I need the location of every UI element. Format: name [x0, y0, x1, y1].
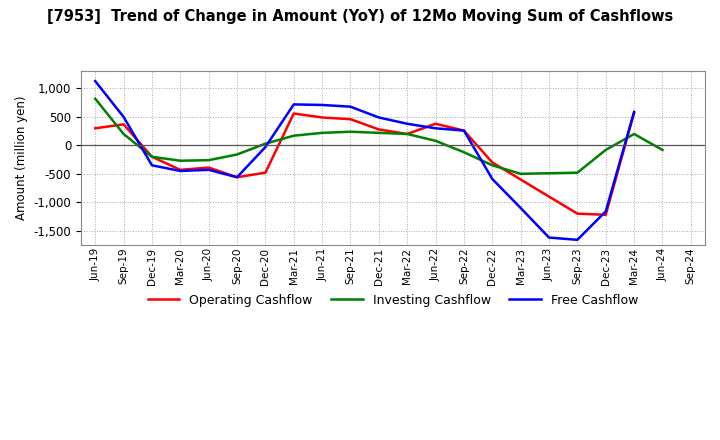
Line: Operating Cashflow: Operating Cashflow — [95, 113, 634, 215]
Free Cashflow — [488, 176, 497, 182]
Free Cashflow — [120, 114, 128, 120]
Free Cashflow — [346, 104, 355, 109]
Free Cashflow — [516, 205, 525, 211]
Free Cashflow — [148, 163, 156, 168]
Free Cashflow — [318, 103, 326, 108]
Free Cashflow — [261, 144, 270, 150]
Free Cashflow — [233, 175, 241, 180]
Text: [7953]  Trend of Change in Amount (YoY) of 12Mo Moving Sum of Cashflows: [7953] Trend of Change in Amount (YoY) o… — [47, 9, 673, 24]
Y-axis label: Amount (million yen): Amount (million yen) — [15, 96, 28, 220]
Investing Cashflow — [374, 130, 383, 136]
Operating Cashflow — [403, 132, 412, 137]
Free Cashflow — [601, 209, 610, 214]
Free Cashflow — [289, 102, 298, 107]
Operating Cashflow — [261, 170, 270, 175]
Investing Cashflow — [459, 150, 468, 155]
Free Cashflow — [573, 237, 582, 242]
Investing Cashflow — [658, 147, 667, 153]
Operating Cashflow — [148, 154, 156, 159]
Free Cashflow — [545, 235, 554, 240]
Investing Cashflow — [289, 133, 298, 138]
Investing Cashflow — [573, 170, 582, 175]
Investing Cashflow — [91, 96, 99, 101]
Operating Cashflow — [516, 177, 525, 182]
Free Cashflow — [630, 109, 639, 114]
Line: Investing Cashflow: Investing Cashflow — [95, 99, 662, 174]
Free Cashflow — [91, 78, 99, 84]
Free Cashflow — [403, 121, 412, 126]
Investing Cashflow — [545, 171, 554, 176]
Investing Cashflow — [318, 130, 326, 136]
Investing Cashflow — [261, 141, 270, 147]
Operating Cashflow — [176, 167, 184, 172]
Line: Free Cashflow: Free Cashflow — [95, 81, 634, 240]
Investing Cashflow — [403, 132, 412, 137]
Operating Cashflow — [318, 115, 326, 120]
Free Cashflow — [431, 126, 440, 131]
Investing Cashflow — [601, 147, 610, 153]
Investing Cashflow — [233, 152, 241, 157]
Investing Cashflow — [204, 158, 213, 163]
Operating Cashflow — [545, 194, 554, 199]
Operating Cashflow — [91, 126, 99, 131]
Investing Cashflow — [488, 163, 497, 168]
Operating Cashflow — [289, 111, 298, 116]
Investing Cashflow — [148, 154, 156, 159]
Investing Cashflow — [346, 129, 355, 134]
Operating Cashflow — [233, 175, 241, 180]
Operating Cashflow — [374, 127, 383, 132]
Operating Cashflow — [601, 212, 610, 217]
Operating Cashflow — [459, 128, 468, 133]
Investing Cashflow — [176, 158, 184, 163]
Legend: Operating Cashflow, Investing Cashflow, Free Cashflow: Operating Cashflow, Investing Cashflow, … — [143, 289, 643, 312]
Operating Cashflow — [488, 160, 497, 165]
Investing Cashflow — [120, 132, 128, 137]
Investing Cashflow — [630, 132, 639, 137]
Free Cashflow — [204, 167, 213, 172]
Operating Cashflow — [120, 122, 128, 127]
Operating Cashflow — [431, 121, 440, 126]
Free Cashflow — [176, 169, 184, 174]
Investing Cashflow — [431, 138, 440, 143]
Free Cashflow — [374, 115, 383, 120]
Investing Cashflow — [516, 171, 525, 176]
Free Cashflow — [459, 128, 468, 133]
Operating Cashflow — [573, 211, 582, 216]
Operating Cashflow — [204, 165, 213, 170]
Operating Cashflow — [630, 110, 639, 116]
Operating Cashflow — [346, 117, 355, 122]
